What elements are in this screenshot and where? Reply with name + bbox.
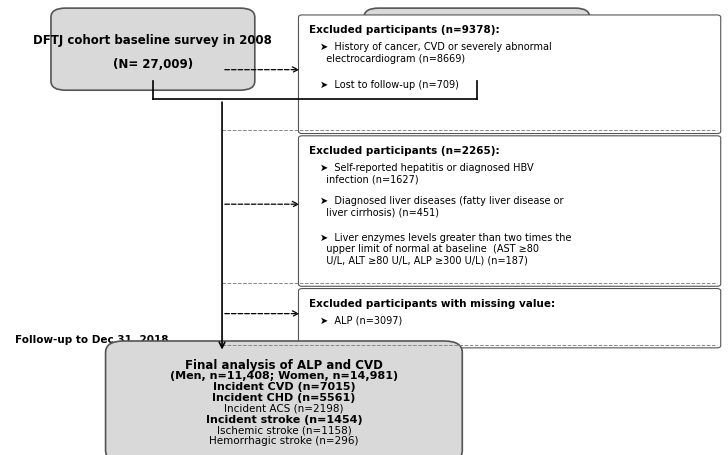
FancyBboxPatch shape xyxy=(298,289,721,348)
Text: Excluded participants with missing value:: Excluded participants with missing value… xyxy=(309,298,555,308)
Text: Follow-up to Dec 31, 2018: Follow-up to Dec 31, 2018 xyxy=(15,334,168,344)
FancyBboxPatch shape xyxy=(51,9,255,91)
Text: ➤  ALP (n=3097): ➤ ALP (n=3097) xyxy=(320,315,403,325)
Text: (N=14,120): (N=14,120) xyxy=(439,61,515,74)
Text: Incident CVD (n=7015): Incident CVD (n=7015) xyxy=(213,381,355,391)
Text: Incident ACS (n=2198): Incident ACS (n=2198) xyxy=(224,403,344,413)
Text: ➤  Lost to follow-up (n=709): ➤ Lost to follow-up (n=709) xyxy=(320,80,459,90)
Text: Newly-recruited subjects in DFTJ: Newly-recruited subjects in DFTJ xyxy=(368,28,585,40)
Text: cohort first follow-up survey in 2013: cohort first follow-up survey in 2013 xyxy=(356,44,598,56)
Text: Incident stroke (n=1454): Incident stroke (n=1454) xyxy=(205,414,363,424)
FancyBboxPatch shape xyxy=(298,16,721,134)
Text: Ischemic stroke (n=1158): Ischemic stroke (n=1158) xyxy=(216,425,352,435)
Text: Final analysis of ALP and CVD: Final analysis of ALP and CVD xyxy=(185,359,383,371)
FancyBboxPatch shape xyxy=(364,9,590,91)
Text: ➤  History of cancer, CVD or severely abnormal
  electrocardiogram (n=8669): ➤ History of cancer, CVD or severely abn… xyxy=(320,42,552,63)
Text: Excluded participants (n=2265):: Excluded participants (n=2265): xyxy=(309,146,500,156)
FancyBboxPatch shape xyxy=(298,136,721,287)
Text: DFTJ cohort baseline survey in 2008: DFTJ cohort baseline survey in 2008 xyxy=(33,34,272,47)
Text: ➤  Liver enzymes levels greater than two times the
  upper limit of normal at ba: ➤ Liver enzymes levels greater than two … xyxy=(320,232,571,265)
Text: (N= 27,009): (N= 27,009) xyxy=(113,58,193,71)
Text: Excluded participants (n=9378):: Excluded participants (n=9378): xyxy=(309,25,500,35)
Text: ➤  Diagnosed liver diseases (fatty liver disease or
  liver cirrhosis) (n=451): ➤ Diagnosed liver diseases (fatty liver … xyxy=(320,196,563,217)
Text: Hemorrhagic stroke (n=296): Hemorrhagic stroke (n=296) xyxy=(209,435,359,445)
FancyBboxPatch shape xyxy=(106,341,462,455)
Text: Incident CHD (n=5561): Incident CHD (n=5561) xyxy=(213,392,355,402)
Text: ➤  Self-reported hepatitis or diagnosed HBV
  infection (n=1627): ➤ Self-reported hepatitis or diagnosed H… xyxy=(320,162,534,184)
Text: (Men, n=11,408; Women, n=14,981): (Men, n=11,408; Women, n=14,981) xyxy=(170,371,398,381)
